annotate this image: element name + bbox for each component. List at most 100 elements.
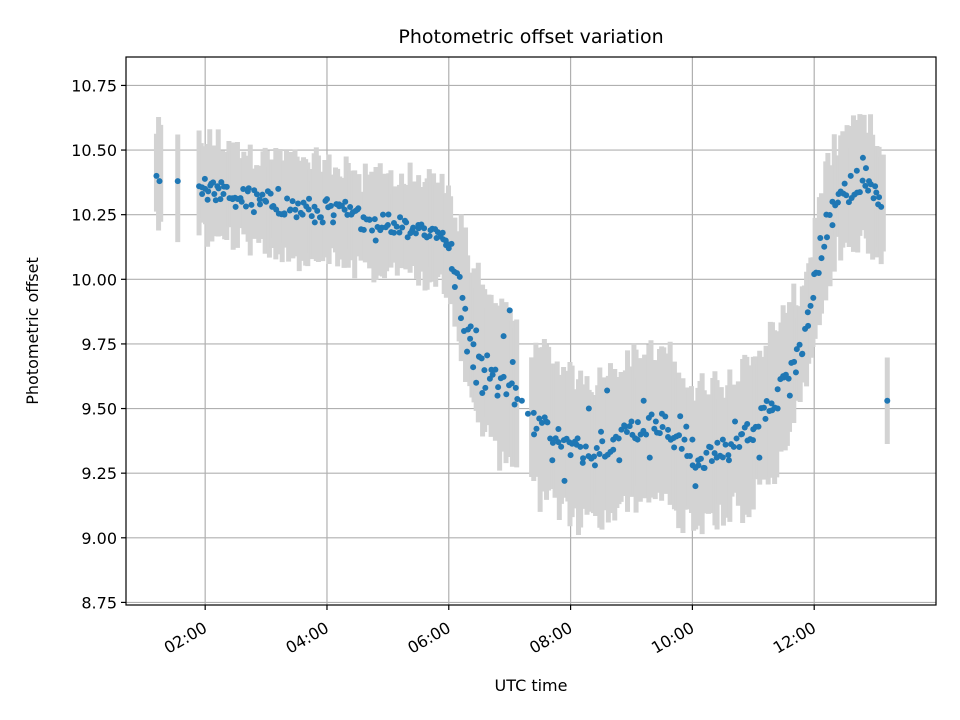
data-point [509,359,516,366]
data-point [484,352,491,359]
data-point [681,436,688,443]
data-point [512,384,519,391]
data-point [153,172,160,179]
data-point [582,443,589,450]
data-point [732,418,739,425]
y-tick-label: 9.75 [81,335,117,354]
data-point [722,441,729,448]
data-point [821,243,828,250]
data-point [771,404,778,411]
data-point [793,346,800,353]
data-point [628,418,635,425]
data-point [322,197,329,204]
data-point [511,401,518,408]
data-point [662,413,669,420]
data-point [671,444,678,451]
data-point [815,269,822,276]
data-point [579,459,586,466]
data-point [862,182,869,189]
data-point [407,230,414,237]
data-point [311,219,318,226]
data-point [401,217,408,224]
x-tick-label: 12:00 [770,618,819,658]
data-point [459,294,466,301]
data-point [834,199,841,206]
data-point [547,435,554,442]
data-point [692,483,699,490]
data-point [859,154,866,161]
data-point [344,211,351,218]
data-point [369,227,376,234]
data-point [843,192,850,199]
data-point [342,198,349,205]
data-point [593,444,600,451]
data-point [604,387,611,394]
data-point [675,432,682,439]
y-tick-label: 9.50 [81,400,117,419]
data-point [725,452,732,459]
data-point [237,195,244,202]
x-axis-ticks: 02:00 04:00 06:00 08:00 10:00 12:00 [161,605,819,658]
data-point [739,431,746,438]
data-point [380,211,387,218]
data-point [616,457,623,464]
data-point [561,477,568,484]
data-point [796,341,803,348]
data-point [242,203,249,210]
data-point [289,198,296,205]
data-point [217,196,224,203]
data-point [867,181,874,188]
data-point [714,439,721,446]
data-point [596,451,603,458]
data-point [558,443,565,450]
data-point [316,214,323,221]
y-tick-label: 9.25 [81,464,117,483]
data-point [330,219,337,226]
data-point [531,431,538,438]
data-point [220,191,227,197]
data-point [755,423,762,430]
data-point [700,464,707,471]
data-point [295,200,302,207]
data-point [538,419,545,426]
data-point [580,455,587,462]
data-point [250,209,257,216]
x-tick-label: 06:00 [404,618,453,658]
data-point [632,435,639,442]
x-tick-label: 02:00 [161,618,210,658]
data-point [253,191,260,198]
data-point [810,294,817,301]
data-point [215,185,222,192]
data-point [470,364,477,371]
data-point [615,435,622,442]
data-point [467,335,474,342]
data-point [768,400,775,407]
data-point [281,210,288,217]
data-point [514,395,521,402]
data-point [481,367,488,374]
data-point [585,405,592,412]
data-point [372,237,379,244]
data-point [508,380,515,387]
data-point [683,423,690,430]
data-point [360,226,367,233]
data-point [397,214,404,221]
data-point [382,224,389,231]
data-point [174,178,181,185]
data-point [567,452,574,459]
data-point [785,375,792,382]
data-point [774,386,781,393]
data-point [470,341,477,348]
data-point [292,206,299,213]
data-point [385,211,392,218]
data-point [440,236,447,243]
data-point [876,194,883,201]
data-point [817,234,824,241]
data-point [462,305,469,312]
x-axis-label: UTC time [495,676,568,695]
data-point [591,453,598,460]
data-point [719,454,726,461]
data-point [347,203,354,210]
data-point [297,209,304,216]
